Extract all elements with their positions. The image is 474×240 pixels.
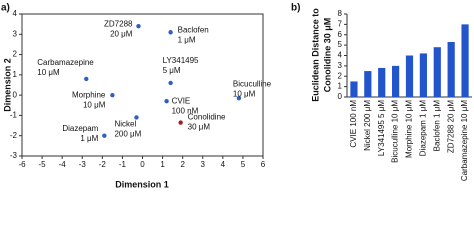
- x-tick-label: 1: [160, 160, 165, 169]
- y-tick-label: 3: [13, 29, 18, 38]
- x-tick-label: 3: [201, 160, 206, 169]
- y-tick-label: 7: [338, 19, 343, 28]
- bar: [419, 53, 427, 97]
- point-label: 5 μM: [163, 66, 181, 75]
- point-label: Diazepam: [62, 124, 98, 133]
- point: [136, 23, 141, 29]
- y-tick-label: 5: [338, 40, 343, 49]
- x-axis-title: Dimension 1: [115, 179, 169, 189]
- y-tick-label: 1: [338, 82, 343, 91]
- point-label: Conolidine: [188, 113, 226, 122]
- point-label: 20 μM: [110, 29, 133, 38]
- point-label: ZD7288: [104, 19, 133, 28]
- point-label: 200 μM: [114, 130, 141, 139]
- y-tick-label: 0: [338, 92, 343, 101]
- point-label: LY341495: [163, 56, 199, 65]
- y-axis-title: Dimension 2: [2, 58, 12, 112]
- y-tick-label: 1: [13, 70, 18, 79]
- x-tick-label: Diazepam 1 μM: [418, 100, 427, 157]
- panel-label: b): [291, 3, 300, 14]
- y-tick-label: 8: [338, 9, 343, 18]
- bar: [364, 71, 372, 97]
- bar: [378, 67, 386, 97]
- x-tick-label: -2: [99, 160, 107, 169]
- x-tick-label: -1: [119, 160, 127, 169]
- figure: a) b) Dimension 1 Dimension 2 Euclidean …: [1, 3, 472, 189]
- plot-frame: [21, 13, 264, 157]
- point-label: Morphine: [72, 90, 106, 99]
- x-tick-label: ZD7288 20 μM: [446, 100, 455, 153]
- y-tick-label: 3: [338, 61, 343, 70]
- point: [236, 95, 242, 101]
- point-label: Nickel: [114, 120, 136, 129]
- x-tick-label: 6: [261, 160, 266, 169]
- point: [110, 92, 115, 98]
- x-tick-label: -6: [18, 160, 26, 169]
- point-label: Carbamazepine: [37, 58, 94, 67]
- bar: [392, 65, 400, 97]
- y-axis-title: Conolidine 30 μM: [322, 18, 332, 93]
- y-tick-label: 2: [338, 71, 343, 80]
- bar: [350, 81, 358, 97]
- point-label: 10 μM: [233, 89, 256, 98]
- x-tick-label: Baclofen 1 μM: [432, 100, 441, 152]
- point-label: 10 μM: [83, 100, 106, 109]
- x-tick-label: Carbamazepine 10 μM: [460, 100, 469, 181]
- y-tick-label: 4: [338, 51, 343, 60]
- point-label: 100 nM: [172, 106, 199, 115]
- x-tick-label: CVIE 100 nM: [349, 100, 358, 148]
- point-label: CVIE: [172, 96, 191, 105]
- x-tick-label: Morphine 10 μM: [405, 100, 414, 158]
- y-tick-label: -1: [10, 111, 18, 120]
- bar: [447, 42, 455, 97]
- point-label: Bicuculline: [233, 79, 272, 88]
- y-tick-label: -3: [10, 151, 18, 160]
- x-tick-label: -4: [59, 160, 67, 169]
- x-tick-label: -3: [79, 160, 87, 169]
- y-tick-label: 2: [13, 50, 18, 59]
- point: [134, 115, 139, 120]
- point: [168, 30, 173, 35]
- y-axis-title: Euclidean Distance to: [310, 8, 320, 102]
- point-label: 1 μM: [80, 134, 98, 143]
- bar: [405, 55, 414, 97]
- point-label: 10 μM: [37, 68, 60, 77]
- y-tick-label: 4: [13, 9, 18, 18]
- x-tick-label: Bicuculline 10 μM: [391, 100, 400, 163]
- x-tick-label: -5: [39, 160, 47, 169]
- y-tick-label: 6: [338, 30, 343, 39]
- point: [164, 99, 169, 104]
- y-tick-label: 0: [13, 90, 18, 99]
- x-tick-label: 5: [241, 160, 246, 169]
- panel-label: a): [1, 3, 10, 14]
- x-tick-label: Nickel 200 μM: [363, 100, 372, 151]
- x-tick-label: 4: [221, 160, 226, 169]
- x-tick-label: 2: [180, 160, 185, 169]
- point-label: 1 μM: [178, 35, 196, 44]
- point: [84, 76, 89, 82]
- point-label: Baclofen: [178, 25, 209, 34]
- x-tick-label: LY341495 5 μM: [377, 100, 386, 156]
- y-tick-label: -2: [10, 131, 18, 140]
- point-label: 30 μM: [188, 123, 211, 132]
- point: [102, 133, 107, 138]
- point: [168, 80, 173, 86]
- bar: [461, 24, 469, 97]
- bar: [433, 47, 441, 97]
- point: [178, 120, 183, 125]
- x-tick-label: 0: [140, 160, 145, 169]
